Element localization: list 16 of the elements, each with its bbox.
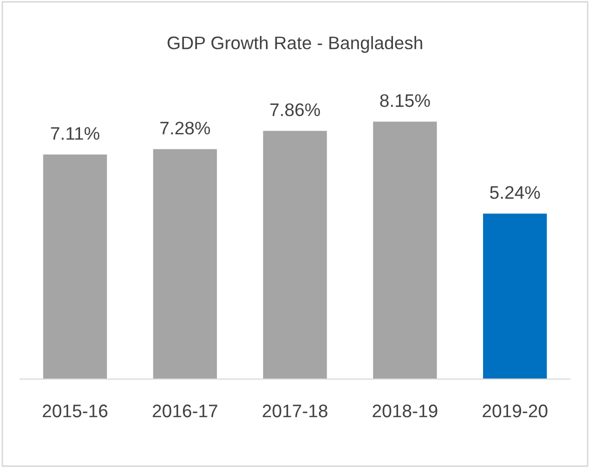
data-label: 7.28% bbox=[160, 122, 210, 134]
data-label: 7.11% bbox=[51, 127, 100, 140]
bar bbox=[263, 130, 327, 380]
x-tick-label: 2018-19 bbox=[372, 404, 438, 418]
bar bbox=[373, 122, 437, 380]
bar bbox=[483, 214, 547, 380]
x-tick-label: 2015-16 bbox=[42, 404, 108, 418]
data-label: 8.15% bbox=[380, 94, 430, 107]
bar bbox=[153, 149, 217, 380]
chart-title: GDP Growth Rate - Bangladesh bbox=[168, 36, 422, 53]
data-label: 5.24% bbox=[490, 186, 540, 199]
x-tick-label: 2019-20 bbox=[482, 404, 548, 418]
x-tick-label: 2016-17 bbox=[152, 404, 218, 418]
x-tick-label: 2017-18 bbox=[262, 404, 328, 418]
bar bbox=[43, 154, 107, 380]
data-label: 7.86% bbox=[270, 103, 320, 116]
